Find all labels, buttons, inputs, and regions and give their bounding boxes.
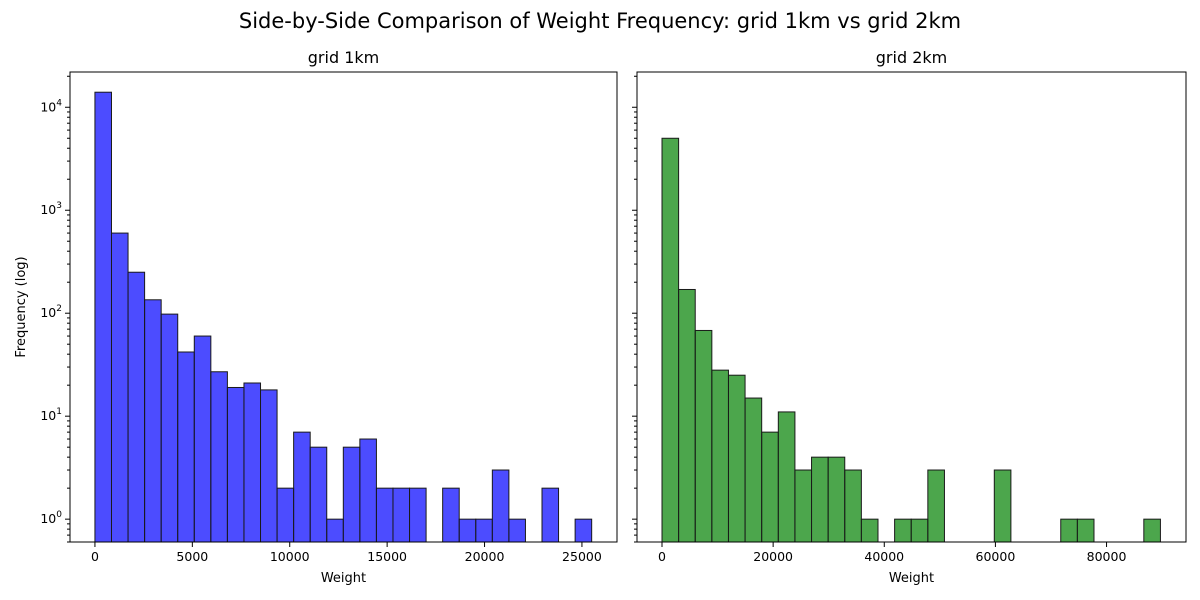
y-tick-label: 104	[40, 98, 62, 114]
histogram-bar	[359, 438, 377, 543]
x-tick-label: 25000	[562, 549, 602, 564]
histogram-bar	[910, 518, 929, 543]
x-tick-label: 0	[658, 549, 666, 564]
histogram-bar	[342, 446, 361, 543]
x-tick-label: 10000	[270, 549, 310, 564]
histogram-bar	[1076, 518, 1095, 543]
histogram-bar	[110, 232, 129, 543]
x-tick-label: 0	[91, 549, 99, 564]
y-tick-label: 101	[40, 407, 62, 423]
x-tick-label: 20000	[465, 549, 505, 564]
axes-frame	[69, 71, 618, 543]
histogram-bar	[727, 374, 746, 543]
histogram-bar	[243, 382, 262, 543]
histogram-bar	[744, 397, 763, 543]
histogram-bar	[293, 431, 311, 543]
y-axis-label: Frequency (log)	[14, 256, 29, 357]
x-axis-label: Weight	[321, 571, 366, 586]
histogram-bar	[508, 518, 526, 543]
histogram-bar	[860, 518, 879, 543]
histogram-bar	[1143, 518, 1161, 543]
histogram-bar	[475, 518, 493, 543]
histogram-bar	[458, 518, 477, 543]
histogram-bar	[1060, 518, 1078, 543]
histogram-bar	[491, 469, 510, 543]
histogram-bar	[193, 335, 212, 543]
histogram-bar	[260, 389, 278, 543]
histogram-bar	[844, 469, 862, 543]
x-tick-label: 15000	[367, 549, 407, 564]
figure-suptitle: Side-by-Side Comparison of Weight Freque…	[239, 9, 961, 33]
histogram-bar	[894, 518, 912, 543]
histogram-bar	[276, 487, 295, 543]
histogram-bar	[694, 329, 713, 543]
x-tick-label: 20000	[753, 549, 793, 564]
histogram-bar	[309, 446, 328, 543]
x-axis-label: Weight	[889, 571, 934, 586]
x-tick-label: 5000	[176, 549, 208, 564]
histogram-bar	[761, 431, 779, 543]
histogram-bar	[226, 386, 245, 543]
y-tick-label: 103	[40, 201, 62, 217]
histogram-bar	[574, 518, 593, 543]
histogram-bar	[927, 469, 945, 543]
histogram-bar	[177, 351, 195, 543]
histogram-bar	[210, 371, 228, 543]
histogram-bar	[777, 411, 796, 543]
x-tick-label: 60000	[976, 549, 1016, 564]
histogram-bar	[326, 518, 344, 543]
histogram-bar	[827, 456, 846, 543]
histogram-bar	[94, 91, 112, 543]
histogram-bar	[811, 456, 829, 543]
histogram-bar	[127, 271, 146, 543]
histogram-grid-1km: 0 5000 10000 15000 20000 25000 100 101 102 103 104…	[14, 48, 618, 586]
axes-title: grid 2km	[876, 48, 947, 67]
histogram-bar	[678, 288, 696, 543]
x-tick-label: 80000	[1087, 549, 1127, 564]
histogram-bar	[711, 369, 729, 543]
axes-frame	[636, 71, 1187, 543]
y-tick-label: 100	[40, 510, 62, 526]
histogram-bar	[375, 487, 394, 543]
histogram-bar	[442, 487, 460, 543]
histogram-grid-2km: 0 20000 40000 60000 80000 grid 2km Weight	[632, 48, 1187, 586]
histogram-bar	[144, 299, 162, 543]
axes-title: grid 1km	[308, 48, 379, 67]
histogram-bar	[794, 469, 813, 543]
histogram-bar	[541, 487, 560, 543]
histogram-bar	[661, 137, 680, 543]
histogram-bar	[409, 487, 427, 543]
x-tick-label: 40000	[864, 549, 904, 564]
histogram-bar	[392, 487, 411, 543]
histogram-bar	[993, 469, 1012, 543]
histogram-bar	[160, 313, 179, 543]
y-tick-label: 102	[40, 304, 62, 320]
